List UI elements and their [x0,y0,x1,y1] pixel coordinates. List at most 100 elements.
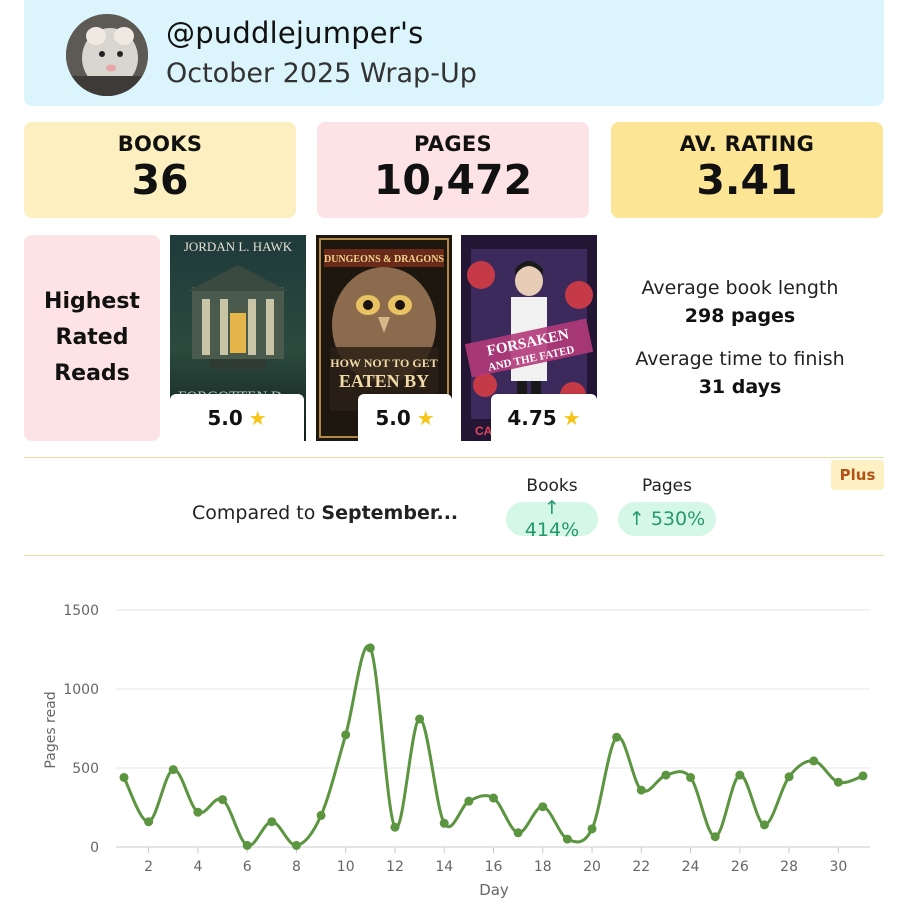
series-line [122,644,865,847]
data-point[interactable] [291,840,301,850]
book-rating-2: 5.0 [375,405,411,430]
average-time-value: 31 days [698,376,782,398]
compared-prefix: Compared to [192,502,322,524]
x-tick-label: 20 [583,859,601,875]
data-point[interactable] [341,730,351,740]
data-point[interactable] [661,770,671,780]
y-tick-label: 1000 [63,682,99,698]
data-point[interactable] [735,770,745,780]
data-point[interactable] [144,817,154,827]
book-cover-2-title-1: HOW NOT TO GET [330,356,437,370]
y-axis-label: Pages read [43,691,59,768]
star-icon: ★ [248,405,267,430]
x-tick-label: 16 [485,859,503,875]
plus-badge[interactable]: Plus [831,460,884,490]
data-point[interactable] [858,771,868,781]
rating-stat-value: 3.41 [696,156,798,204]
rating-stat-label: AV. RATING [679,132,815,156]
data-point[interactable] [365,643,375,653]
book-rating-1: 5.0 [207,405,243,430]
x-tick-label: 8 [292,859,301,875]
x-tick-label: 4 [193,859,202,875]
book-cover-3[interactable]: FORSAKEN AND THE FATED CA 4.75 ★ [461,235,597,441]
highest-rated-heading: Highest Rated Reads [24,235,160,441]
y-tick-label: 1500 [63,603,99,619]
data-point[interactable] [267,817,277,827]
books-stat-value: 36 [131,156,189,204]
x-tick-label: 10 [337,859,355,875]
data-point[interactable] [168,765,178,775]
pages-stat-card: PAGES 10,472 [317,122,589,218]
data-point[interactable] [612,732,622,742]
x-tick-label: 28 [780,859,798,875]
x-tick-label: 18 [534,859,552,875]
avatar-image [66,14,148,96]
data-point[interactable] [390,822,400,832]
data-point[interactable] [538,802,548,812]
data-point[interactable] [464,796,474,806]
average-time-label: Average time to finish [635,348,845,370]
book-cover-1[interactable]: JORDAN L. HAWK FORGOTTEN D 5.0 ★ [170,235,306,441]
data-point[interactable] [686,772,696,782]
books-change-pill: ↑ 414% [506,497,598,541]
data-point[interactable] [809,756,819,766]
books-stat-card: BOOKS 36 [24,122,296,218]
divider [24,555,884,556]
book-cover-3-art: FORSAKEN AND THE FATED CA [461,235,597,441]
data-point[interactable] [218,795,228,805]
data-point[interactable] [587,824,597,834]
data-point[interactable] [759,820,769,830]
x-tick-label: 14 [435,859,453,875]
data-point[interactable] [833,777,843,787]
book-cover-1-author: JORDAN L. HAWK [184,239,293,254]
divider [24,457,884,458]
username: @puddlejumper's [166,16,424,50]
data-point[interactable] [489,793,498,803]
data-point[interactable] [784,772,794,782]
data-point[interactable] [513,828,523,838]
data-point[interactable] [636,785,646,795]
average-length-value: 298 pages [684,305,796,327]
x-tick-label: 2 [144,859,153,875]
x-tick-label: 26 [731,859,749,875]
avatar[interactable] [66,14,148,96]
average-length-label: Average book length [641,277,839,299]
pages-comparison: Pages ↑ 530% [618,476,716,536]
book-rating-chip-1: 5.0 ★ [170,394,304,441]
data-point[interactable] [562,834,572,844]
y-tick-label: 500 [72,761,99,777]
data-point[interactable] [193,807,203,817]
book-rating-chip-2: 5.0 ★ [358,394,452,441]
book-rating-chip-3: 4.75 ★ [491,394,597,441]
pages-comparison-label: Pages [641,476,692,496]
book-cover-2-brand: DUNGEONS & DRAGONS [324,254,444,265]
x-tick-label: 12 [386,859,404,875]
average-time: Average time to finish 31 days [612,348,868,398]
data-point[interactable] [242,840,252,850]
x-tick-label: 24 [682,859,700,875]
book-cover-2[interactable]: DUNGEONS & DRAGONS HOW NOT TO GET EATEN … [316,235,452,441]
wrap-up-title: October 2025 Wrap-Up [166,58,477,89]
data-point[interactable] [439,818,449,828]
data-point[interactable] [710,832,720,842]
books-comparison: Books ↑ 414% [506,476,598,541]
data-point[interactable] [119,772,129,782]
book-cover-3-author: CA [475,424,493,438]
x-tick-label: 30 [829,859,847,875]
book-rating-3: 4.75 [507,405,557,430]
pages-change-pill: ↑ 530% [618,502,716,536]
pages-per-day-chart: 0 500 1000 1500 2 4 6 8 10 12 14 16 18 20 22 24 26 28 30 P… [0,590,911,911]
x-tick-label: 22 [632,859,650,875]
x-tick-label: 6 [243,859,252,875]
data-point[interactable] [316,810,326,820]
books-stat-label: BOOKS [117,132,203,156]
star-icon: ★ [562,405,581,430]
y-tick-label: 0 [90,840,99,856]
data-point[interactable] [415,714,425,724]
rating-stat-card: AV. RATING 3.41 [611,122,883,218]
compared-text: Compared to September... [192,502,458,524]
average-length: Average book length 298 pages [612,277,868,327]
book-cover-2-title-2: EATEN BY [339,371,429,391]
highest-rated-line-1: Highest [44,289,140,314]
